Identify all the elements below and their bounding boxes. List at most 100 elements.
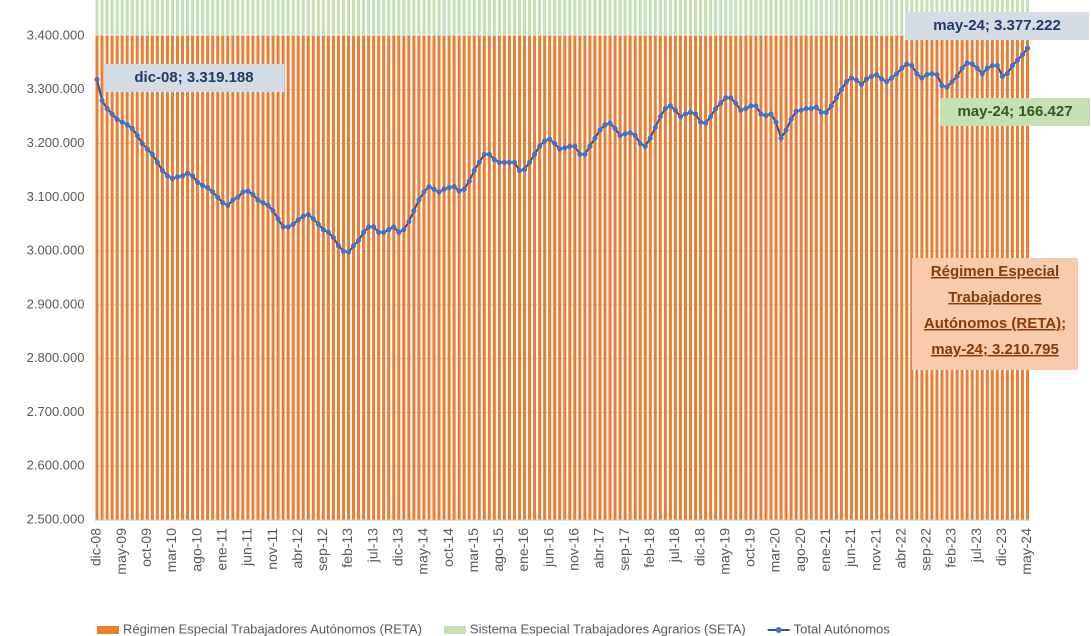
total-marker	[270, 208, 276, 214]
total-marker	[285, 224, 291, 230]
total-marker	[366, 224, 372, 230]
bar-segment	[563, 36, 567, 520]
total-marker	[149, 151, 155, 157]
bar-segment	[860, 36, 864, 520]
bar-segment	[186, 36, 190, 520]
bar-segment	[749, 36, 753, 520]
x-tick-label: ago-20	[792, 528, 808, 572]
bar-segment	[633, 36, 637, 520]
total-marker	[280, 224, 286, 230]
bar-segment	[467, 0, 471, 36]
total-marker	[778, 135, 784, 141]
bar-segment	[824, 36, 828, 520]
total-marker	[758, 111, 764, 117]
bar-segment	[578, 36, 582, 520]
bar-segment	[809, 0, 813, 36]
total-marker	[436, 189, 442, 195]
bar-segment	[613, 0, 617, 36]
bar-segment	[814, 36, 818, 520]
total-marker	[627, 130, 633, 136]
bar-segment	[165, 0, 169, 36]
bar-segment	[628, 36, 632, 520]
x-tick-label: abr-17	[591, 528, 607, 569]
bar-segment	[397, 0, 401, 37]
bar-segment	[764, 36, 768, 520]
annotation-box	[905, 12, 1089, 40]
bar-segment	[447, 36, 451, 520]
bar-segment	[563, 0, 567, 36]
bar-segment	[734, 0, 738, 36]
bar-segment	[533, 0, 537, 36]
total-marker	[250, 192, 256, 198]
total-marker	[542, 138, 548, 144]
total-marker	[456, 188, 462, 194]
total-marker	[748, 103, 754, 109]
bar-segment	[387, 0, 391, 36]
annotation-box	[104, 64, 284, 92]
total-marker	[431, 186, 437, 192]
total-marker	[979, 71, 985, 77]
total-marker	[934, 72, 940, 78]
total-marker	[345, 249, 352, 255]
bar-segment	[507, 0, 511, 36]
bar-segment	[854, 36, 858, 520]
bar-segment	[663, 0, 667, 36]
bar-segment	[221, 0, 225, 36]
total-marker	[894, 71, 900, 77]
bar-segment	[432, 36, 436, 520]
bar-segment	[211, 36, 215, 520]
total-marker	[547, 136, 553, 142]
bar-segment	[336, 36, 340, 520]
bar-segment	[694, 0, 698, 36]
total-marker	[899, 65, 905, 71]
bar-segment	[407, 36, 411, 520]
total-marker	[179, 173, 186, 179]
total-marker	[562, 145, 568, 151]
bar-segment	[231, 36, 235, 520]
y-tick-label: 2.500.000	[27, 511, 85, 526]
total-marker	[104, 106, 110, 112]
bar-segment	[412, 36, 416, 520]
total-marker	[637, 140, 643, 147]
x-tick-label: feb-18	[641, 528, 657, 568]
total-marker	[426, 183, 432, 190]
bar-segment	[276, 0, 280, 37]
total-marker	[863, 76, 870, 82]
bar-segment	[100, 0, 104, 36]
bar-segment	[573, 0, 577, 36]
total-marker	[195, 179, 201, 185]
bar-segment	[870, 36, 874, 520]
bar-segment	[603, 36, 607, 520]
bar-segment	[839, 36, 843, 520]
bar-segment	[296, 36, 300, 520]
bar-segment	[221, 36, 225, 520]
x-tick-label: jun-16	[540, 528, 556, 568]
bar-segment	[875, 0, 879, 36]
bar-segment	[382, 0, 386, 36]
bar-segment	[321, 36, 325, 520]
bar-segment	[362, 36, 366, 520]
bar-segment	[382, 36, 386, 520]
bar-segment	[251, 36, 255, 520]
total-marker	[391, 224, 397, 230]
bar-segment	[824, 0, 828, 36]
bar-segment	[357, 36, 361, 520]
total-marker	[350, 243, 357, 249]
bar-segment	[326, 36, 330, 520]
bar-segment	[241, 0, 245, 36]
bar-segment	[553, 36, 557, 520]
x-tick-label: may-14	[415, 528, 431, 575]
bar-segment	[437, 36, 441, 520]
bar-segment	[885, 0, 889, 36]
total-marker	[300, 213, 306, 219]
bar-segment	[457, 0, 461, 36]
total-marker	[718, 100, 724, 106]
bar-segment	[578, 0, 582, 36]
total-marker	[989, 62, 995, 69]
total-marker	[974, 65, 980, 71]
total-marker	[491, 157, 497, 163]
bar-segment	[271, 36, 275, 520]
total-marker	[798, 107, 804, 113]
bar-segment	[910, 36, 914, 520]
bar-segment	[613, 36, 617, 520]
